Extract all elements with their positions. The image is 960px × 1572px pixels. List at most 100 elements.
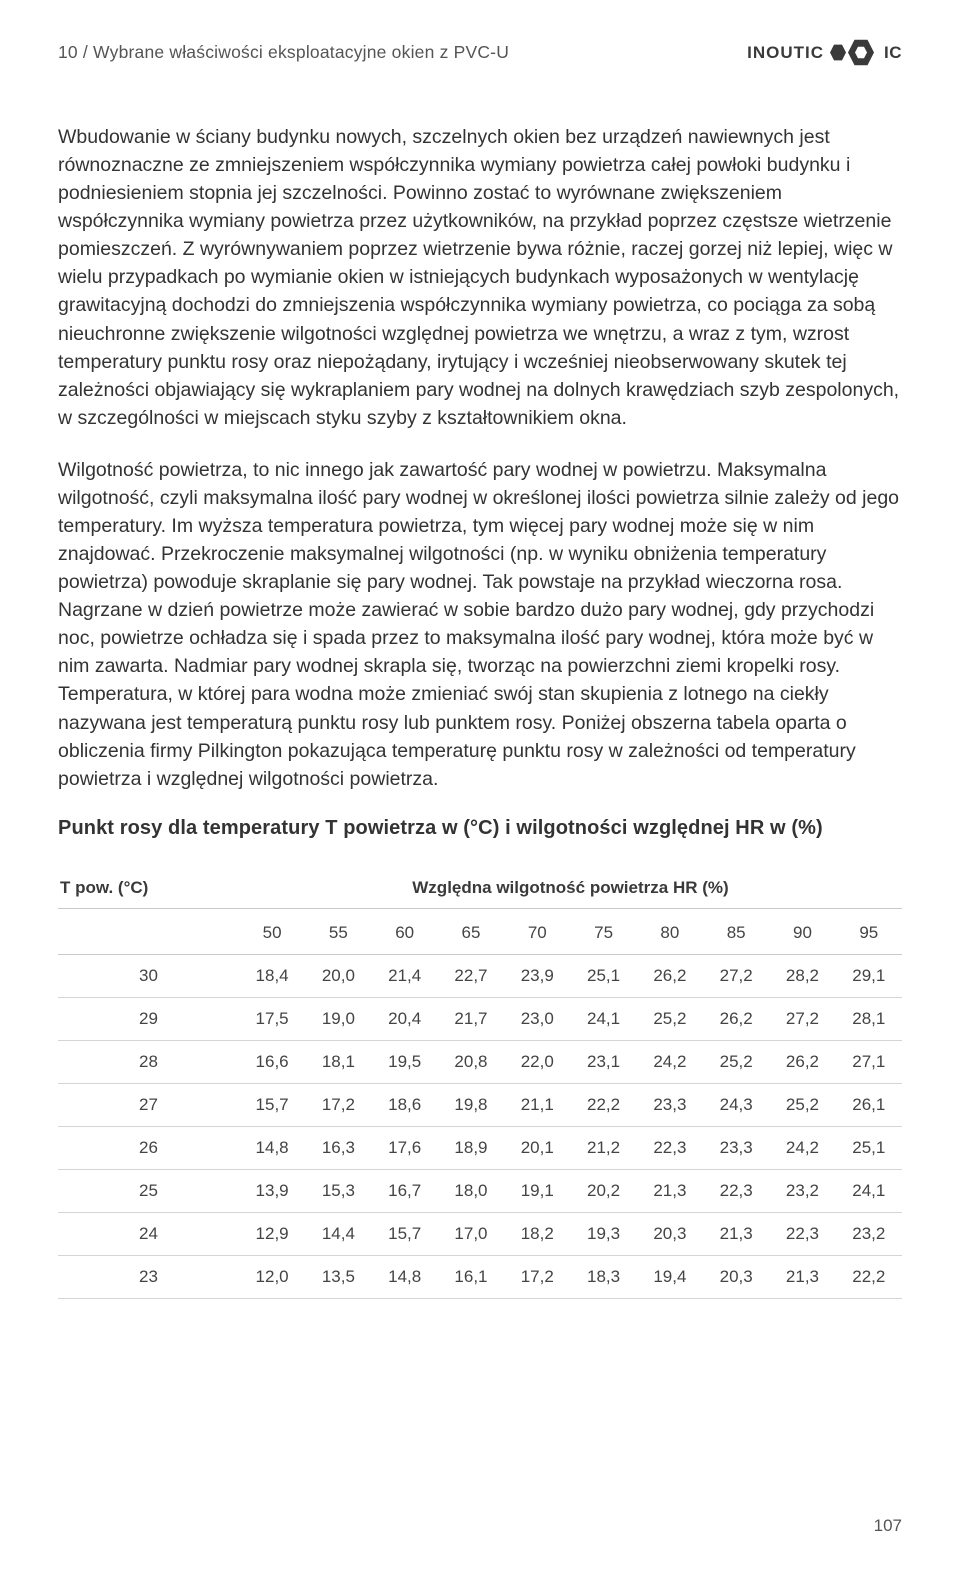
value-cell: 16,7 [372,1169,438,1212]
value-cell: 25,2 [637,997,703,1040]
empty-cell [58,908,239,954]
value-cell: 23,3 [703,1126,769,1169]
value-cell: 20,3 [637,1212,703,1255]
value-cell: 21,3 [703,1212,769,1255]
body-paragraph-1: Wbudowanie w ściany budynku nowych, szcz… [58,123,902,432]
value-cell: 13,9 [239,1169,305,1212]
humidity-col-header: 85 [703,908,769,954]
humidity-col-header: 70 [504,908,570,954]
value-cell: 19,4 [637,1255,703,1298]
value-cell: 17,5 [239,997,305,1040]
value-cell: 17,2 [305,1083,371,1126]
humidity-col-header: 60 [372,908,438,954]
value-cell: 17,2 [504,1255,570,1298]
value-cell: 15,7 [372,1212,438,1255]
value-cell: 14,8 [372,1255,438,1298]
table-row: 2816,618,119,520,822,023,124,225,226,227… [58,1040,902,1083]
value-cell: 21,1 [504,1083,570,1126]
value-cell: 18,0 [438,1169,504,1212]
hex-large-icon [848,38,874,67]
value-cell: 23,1 [570,1040,636,1083]
page-number: 107 [874,1516,902,1536]
table-row: 2715,717,218,619,821,122,223,324,325,226… [58,1083,902,1126]
value-cell: 12,0 [239,1255,305,1298]
value-cell: 22,3 [703,1169,769,1212]
table-header-row-1: T pow. (°C) Względna wilgotność powietrz… [58,870,902,909]
value-cell: 23,2 [769,1169,835,1212]
value-cell: 23,3 [637,1083,703,1126]
temp-cell: 23 [58,1255,239,1298]
value-cell: 16,1 [438,1255,504,1298]
value-cell: 21,4 [372,954,438,997]
value-cell: 18,1 [305,1040,371,1083]
value-cell: 18,2 [504,1212,570,1255]
value-cell: 22,3 [637,1126,703,1169]
humidity-col-header: 75 [570,908,636,954]
value-cell: 23,9 [504,954,570,997]
value-cell: 18,9 [438,1126,504,1169]
body-paragraph-2: Wilgotność powietrza, to nic innego jak … [58,456,902,793]
brand-name: INOUTIC [747,43,824,63]
value-cell: 21,7 [438,997,504,1040]
value-cell: 15,3 [305,1169,371,1212]
value-cell: 22,7 [438,954,504,997]
temp-cell: 24 [58,1212,239,1255]
value-cell: 20,4 [372,997,438,1040]
table-header-row-2: 50556065707580859095 [58,908,902,954]
table-row: 2412,914,415,717,018,219,320,321,322,323… [58,1212,902,1255]
value-cell: 21,3 [637,1169,703,1212]
brand-logo-block: INOUTIC IC [747,38,902,67]
value-cell: 22,0 [504,1040,570,1083]
value-cell: 18,3 [570,1255,636,1298]
col-header-humidity-span: Względna wilgotność powietrza HR (%) [239,870,902,909]
value-cell: 29,1 [836,954,902,997]
value-cell: 19,1 [504,1169,570,1212]
value-cell: 24,1 [570,997,636,1040]
brand-suffix: IC [884,43,902,63]
humidity-col-header: 65 [438,908,504,954]
value-cell: 17,6 [372,1126,438,1169]
table-row: 3018,420,021,422,723,925,126,227,228,229… [58,954,902,997]
temp-cell: 28 [58,1040,239,1083]
value-cell: 24,2 [637,1040,703,1083]
value-cell: 18,4 [239,954,305,997]
value-cell: 16,3 [305,1126,371,1169]
value-cell: 24,2 [769,1126,835,1169]
humidity-col-header: 90 [769,908,835,954]
table-body: 505560657075808590953018,420,021,422,723… [58,908,902,1298]
brand-hex-icon [830,38,874,67]
value-cell: 25,1 [570,954,636,997]
hex-small-icon [830,44,846,62]
value-cell: 19,8 [438,1083,504,1126]
table-head: T pow. (°C) Względna wilgotność powietrz… [58,870,902,909]
value-cell: 20,8 [438,1040,504,1083]
value-cell: 22,2 [570,1083,636,1126]
dew-point-table: T pow. (°C) Względna wilgotność powietrz… [58,870,902,1299]
temp-cell: 26 [58,1126,239,1169]
value-cell: 22,2 [836,1255,902,1298]
value-cell: 23,0 [504,997,570,1040]
value-cell: 20,1 [504,1126,570,1169]
temp-cell: 29 [58,997,239,1040]
table-row: 2917,519,020,421,723,024,125,226,227,228… [58,997,902,1040]
value-cell: 14,8 [239,1126,305,1169]
humidity-col-header: 80 [637,908,703,954]
value-cell: 22,3 [769,1212,835,1255]
value-cell: 24,1 [836,1169,902,1212]
value-cell: 24,3 [703,1083,769,1126]
value-cell: 18,6 [372,1083,438,1126]
value-cell: 23,2 [836,1212,902,1255]
humidity-col-header: 50 [239,908,305,954]
value-cell: 26,1 [836,1083,902,1126]
value-cell: 25,2 [769,1083,835,1126]
value-cell: 20,2 [570,1169,636,1212]
temp-cell: 25 [58,1169,239,1212]
value-cell: 27,1 [836,1040,902,1083]
table-row: 2614,816,317,618,920,121,222,323,324,225… [58,1126,902,1169]
value-cell: 19,5 [372,1040,438,1083]
table-row: 2312,013,514,816,117,218,319,420,321,322… [58,1255,902,1298]
value-cell: 20,0 [305,954,371,997]
value-cell: 20,3 [703,1255,769,1298]
value-cell: 12,9 [239,1212,305,1255]
page-header: 10 / Wybrane właściwości eksploatacyjne … [58,38,902,67]
